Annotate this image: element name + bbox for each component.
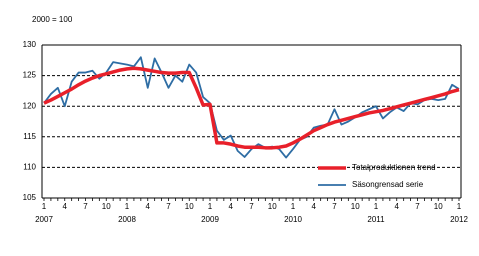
x-tick-label: 4	[395, 202, 400, 211]
x-tick-label: 7	[415, 202, 420, 211]
year-label: 2011	[367, 215, 385, 224]
x-tick-label: 7	[332, 202, 337, 211]
x-tick-label: 7	[166, 202, 171, 211]
legend-label: Totalproduktionen trend	[352, 163, 436, 172]
year-label: 2010	[284, 215, 302, 224]
x-tick-label: 10	[351, 202, 360, 211]
x-tick-label: 7	[83, 202, 88, 211]
y-axis-label: 2000 = 100	[32, 15, 73, 24]
x-tick-label: 4	[63, 202, 68, 211]
x-tick-label: 1	[42, 202, 47, 211]
y-tick-label: 125	[23, 71, 37, 80]
legend-label: Säsongrensad serie	[352, 180, 424, 189]
x-tick-label: 10	[185, 202, 194, 211]
x-tick-label: 1	[208, 202, 213, 211]
x-tick-label: 1	[125, 202, 130, 211]
y-tick-label: 130	[23, 40, 37, 49]
year-label: 2009	[201, 215, 219, 224]
year-label: 2008	[118, 215, 136, 224]
x-tick-label: 4	[229, 202, 234, 211]
year-label: 2007	[35, 215, 53, 224]
x-tick-label: 10	[102, 202, 111, 211]
x-tick-label: 4	[146, 202, 151, 211]
y-tick-label: 120	[23, 101, 37, 110]
y-tick-label: 115	[23, 132, 36, 141]
y-tick-label: 110	[23, 163, 36, 172]
y-tick-label: 105	[23, 193, 37, 202]
series-line	[43, 56, 460, 159]
x-tick-label: 7	[249, 202, 254, 211]
series-line	[43, 66, 460, 150]
year-label: 2012	[450, 215, 468, 224]
x-tick-label: 1	[291, 202, 296, 211]
x-tick-label: 4	[312, 202, 317, 211]
x-tick-label: 1	[374, 202, 379, 211]
x-tick-label: 10	[434, 202, 443, 211]
x-tick-label: 1	[457, 202, 462, 211]
x-tick-label: 10	[268, 202, 277, 211]
